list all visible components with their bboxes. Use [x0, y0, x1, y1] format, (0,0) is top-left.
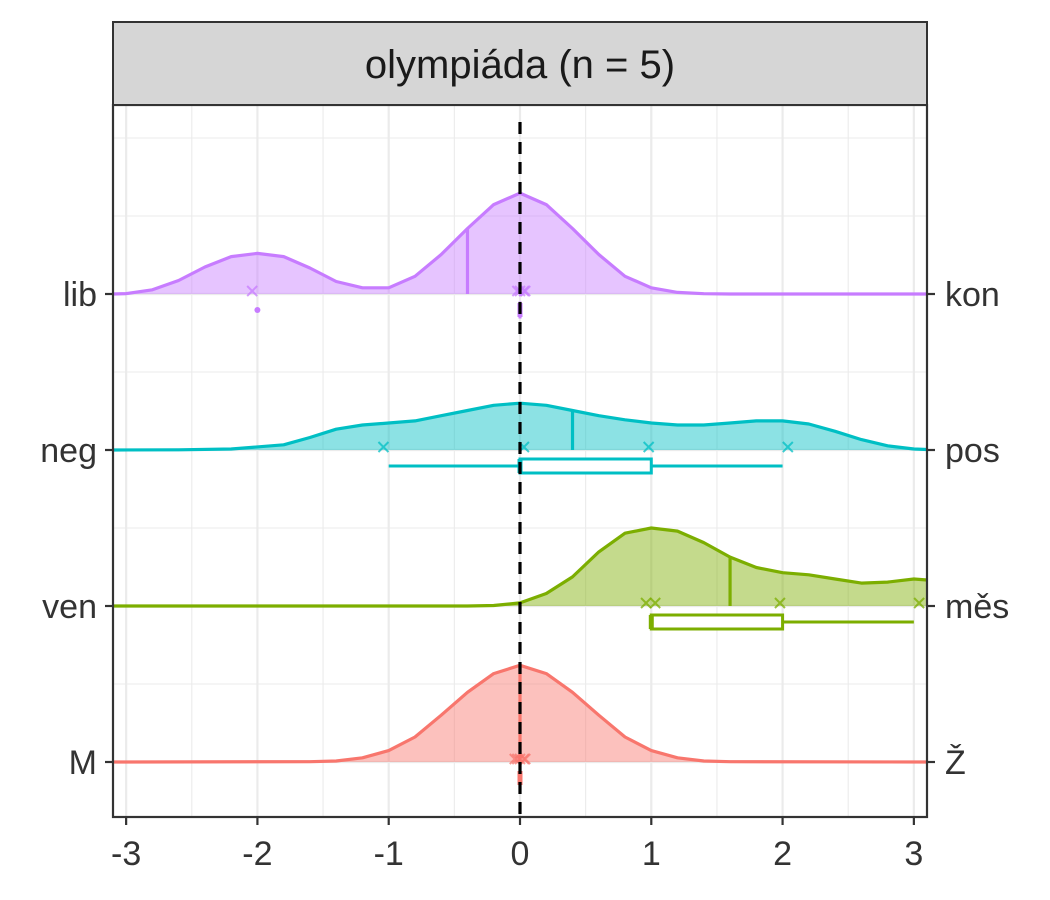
y-label-right: kon [945, 276, 1000, 314]
axes: lib kon neg pos ven měs M Ž -3 -2 -1 0 1 2 3 [40, 276, 1009, 873]
box-body [649, 613, 785, 631]
data-point [640, 597, 652, 609]
density-row-ven [113, 526, 928, 631]
y-label-left: M [69, 744, 97, 782]
data-point [642, 441, 655, 453]
data-point [514, 753, 526, 765]
y-label-right: Ž [945, 744, 966, 782]
data-point [519, 285, 531, 297]
data-point [377, 441, 390, 453]
density-area [113, 528, 927, 606]
x-tick-label: 0 [511, 835, 530, 873]
x-tick-label: 3 [904, 835, 923, 873]
y-label-left: lib [63, 276, 97, 314]
facet-strip-box [112, 21, 928, 106]
x-tick-label: 2 [773, 835, 792, 873]
x-tick-label: -2 [242, 835, 272, 873]
box-body [518, 457, 653, 475]
facet-strip: olympiáda (n = 5) [112, 21, 928, 106]
outlier-point [254, 307, 261, 313]
y-label-left: ven [42, 588, 97, 626]
x-tick-label: 1 [642, 835, 661, 873]
x-tick-label: -3 [111, 835, 141, 873]
data-point [913, 597, 925, 609]
y-label-right: pos [945, 432, 1000, 470]
data-point [509, 753, 521, 765]
density-curve [113, 526, 928, 608]
y-label-left: neg [40, 432, 97, 470]
data-point [649, 597, 661, 609]
x-tick-label: -1 [374, 835, 404, 873]
data-point [782, 441, 794, 453]
density-curve [112, 191, 927, 296]
y-label-right: měs [945, 588, 1009, 626]
data-point [774, 597, 786, 609]
data-point [246, 285, 258, 297]
data-point [519, 753, 531, 765]
facet-title: olympiáda (n = 5) [365, 43, 675, 87]
